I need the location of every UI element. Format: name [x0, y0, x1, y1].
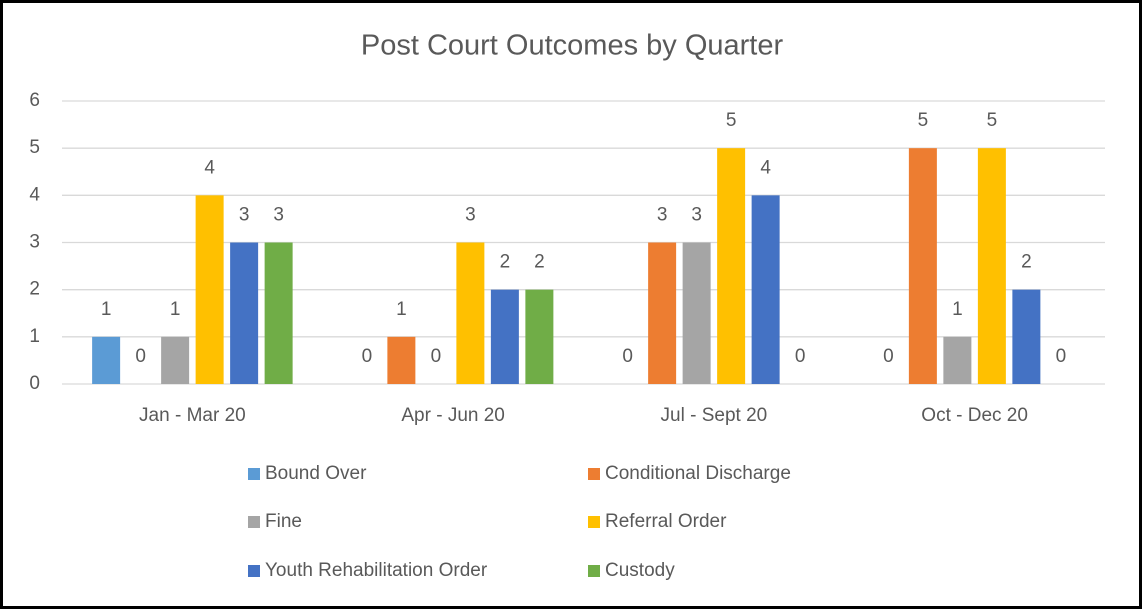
data-label: 1: [101, 299, 112, 320]
bar: [490, 289, 519, 384]
data-label: 1: [396, 299, 407, 320]
data-label: 1: [170, 299, 181, 320]
data-label: 2: [1021, 252, 1032, 273]
legend-label: Bound Over: [265, 463, 367, 484]
data-label: 3: [691, 205, 702, 226]
bar: [943, 336, 972, 384]
bar: [1012, 289, 1041, 384]
data-label: 2: [534, 252, 545, 273]
legend-label: Youth Rehabilitation Order: [265, 560, 488, 581]
bar: [230, 242, 259, 384]
x-tick-label: Oct - Dec 20: [921, 405, 1028, 426]
data-label: 4: [204, 157, 215, 178]
x-tick-label: Jul - Sept 20: [661, 405, 768, 426]
chart-title: Post Court Outcomes by Quarter: [361, 30, 784, 62]
bar: [908, 148, 937, 384]
data-label: 2: [500, 252, 511, 273]
bar: [264, 242, 293, 384]
data-label: 0: [362, 346, 373, 367]
data-label: 1: [952, 299, 963, 320]
x-tick-label: Jan - Mar 20: [139, 405, 246, 426]
data-label: 5: [987, 110, 998, 131]
bar: [161, 336, 190, 384]
data-label: 0: [1056, 346, 1067, 367]
bar: [456, 242, 485, 384]
data-label: 5: [918, 110, 929, 131]
bar: [525, 289, 554, 384]
data-label: 0: [883, 346, 894, 367]
legend-swatch: [588, 565, 600, 577]
data-label: 3: [239, 205, 250, 226]
y-tick-label: 2: [29, 279, 40, 300]
y-tick-label: 4: [29, 184, 40, 205]
data-label: 3: [465, 205, 476, 226]
data-label: 0: [795, 346, 806, 367]
bar: [387, 336, 416, 384]
y-tick-label: 5: [29, 137, 40, 158]
data-label: 5: [726, 110, 737, 131]
y-tick-label: 6: [29, 90, 40, 111]
legend-swatch: [588, 516, 600, 528]
data-label: 0: [135, 346, 146, 367]
data-label: 0: [622, 346, 633, 367]
data-label: 3: [657, 205, 668, 226]
data-label: 0: [431, 346, 442, 367]
bar: [195, 195, 224, 384]
bar: [648, 242, 677, 384]
x-tick-label: Apr - Jun 20: [401, 405, 505, 426]
bar: [682, 242, 711, 384]
legend-label: Referral Order: [605, 511, 727, 532]
legend-swatch: [248, 516, 260, 528]
data-label: 3: [273, 205, 284, 226]
legend-swatch: [588, 468, 600, 480]
y-tick-label: 0: [29, 373, 40, 394]
bar: [977, 148, 1006, 384]
bar: [92, 336, 121, 384]
bar: [751, 195, 780, 384]
legend-label: Custody: [605, 560, 675, 581]
legend-label: Fine: [265, 511, 302, 532]
data-label: 4: [760, 157, 771, 178]
legend-swatch: [248, 468, 260, 480]
legend-swatch: [248, 565, 260, 577]
y-tick-label: 3: [29, 232, 40, 253]
bar: [717, 148, 746, 384]
legend-label: Conditional Discharge: [605, 463, 791, 484]
y-tick-label: 1: [29, 326, 40, 347]
